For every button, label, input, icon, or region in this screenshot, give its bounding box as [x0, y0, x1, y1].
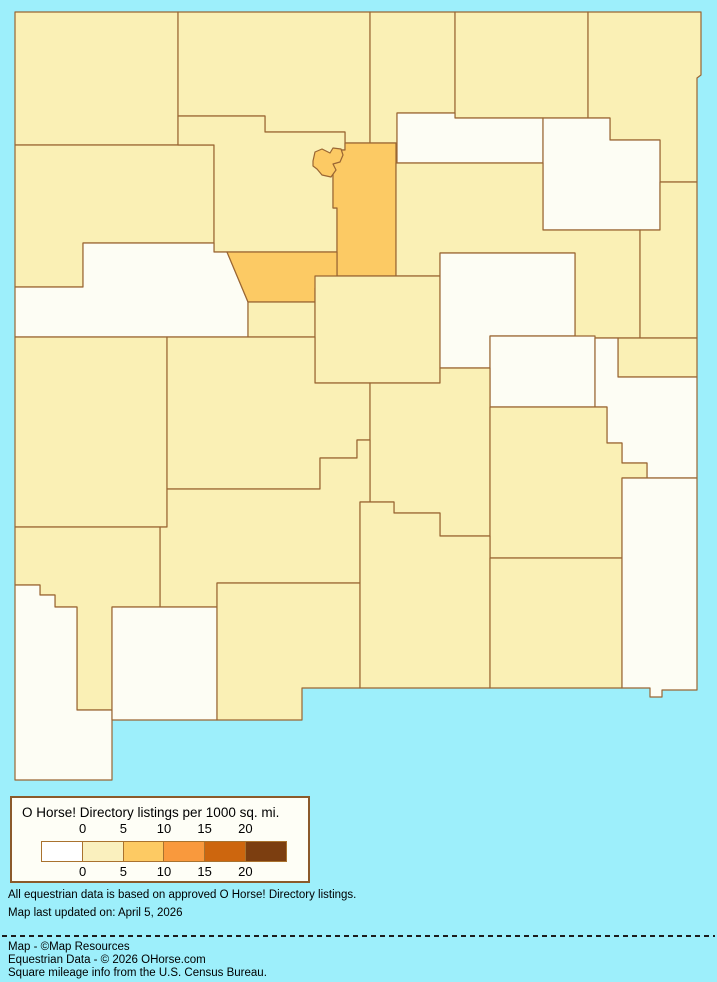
county-colfax: Colfax [454, 11, 589, 119]
legend-swatch-1 [81, 841, 124, 862]
legend-ticks-top: 0 5 10 15 20 [42, 821, 286, 836]
note-data-source: All equestrian data is based on approved… [8, 889, 357, 901]
legend-swatch-0 [41, 841, 83, 862]
legend-swatch-3 [163, 841, 206, 862]
county-hidalgo: Hidalgo [14, 584, 113, 781]
county-torrance: Torrance [314, 275, 441, 384]
legend-tick-10: 10 [156, 864, 172, 879]
legend-tick-0: 0 [79, 821, 87, 836]
legend-tick-15: 15 [197, 864, 212, 879]
county-losalamos: Los Alamos [312, 147, 344, 178]
county-otero: Otero [359, 501, 491, 689]
legend-swatch-4 [204, 841, 247, 862]
legend-color-ramp [41, 841, 287, 862]
county-santafe: Santa Fe [332, 142, 397, 277]
legend-swatch-2 [122, 841, 165, 862]
legend: O Horse! Directory listings per 1000 sq.… [10, 796, 310, 883]
county-debaca: De Baca [489, 335, 596, 408]
new-mexico-county-map: San JuanRio ArribaTaosColfaxUnionMcKinle… [14, 11, 702, 781]
county-sanjuan: San Juan [14, 11, 179, 146]
legend-tick-5: 5 [119, 864, 127, 879]
county-luna: Luna [111, 606, 218, 721]
credit-map: Map - ©Map Resources [8, 941, 130, 953]
legend-tick-10: 10 [156, 821, 172, 836]
county-eddy: Eddy [489, 557, 623, 689]
county-curry: Curry [617, 337, 698, 378]
legend-swatch-5 [245, 841, 287, 862]
legend-ticks-bottom: 0 5 10 15 20 [42, 864, 286, 879]
county-catron: Catron [14, 336, 168, 528]
legend-tick-5: 5 [119, 821, 127, 836]
legend-tick-20: 20 [238, 821, 253, 836]
county-mora: Mora [396, 112, 544, 164]
legend-tick-0: 0 [79, 864, 87, 879]
legend-title: O Horse! Directory listings per 1000 sq.… [22, 805, 280, 820]
credit-equestrian-data: Equestrian Data - © 2026 OHorse.com [8, 954, 206, 966]
dashed-separator [2, 935, 715, 937]
county-donaana: Dona Ana [216, 582, 361, 721]
credit-census: Square mileage info from the U.S. Census… [8, 967, 267, 979]
legend-tick-15: 15 [197, 821, 212, 836]
note-last-updated: Map last updated on: April 5, 2026 [8, 907, 183, 919]
county-lea: Lea [621, 477, 698, 698]
legend-tick-20: 20 [238, 864, 253, 879]
county-layer: San JuanRio ArribaTaosColfaxUnionMcKinle… [14, 11, 702, 781]
county-valencia: Valencia [247, 301, 316, 338]
